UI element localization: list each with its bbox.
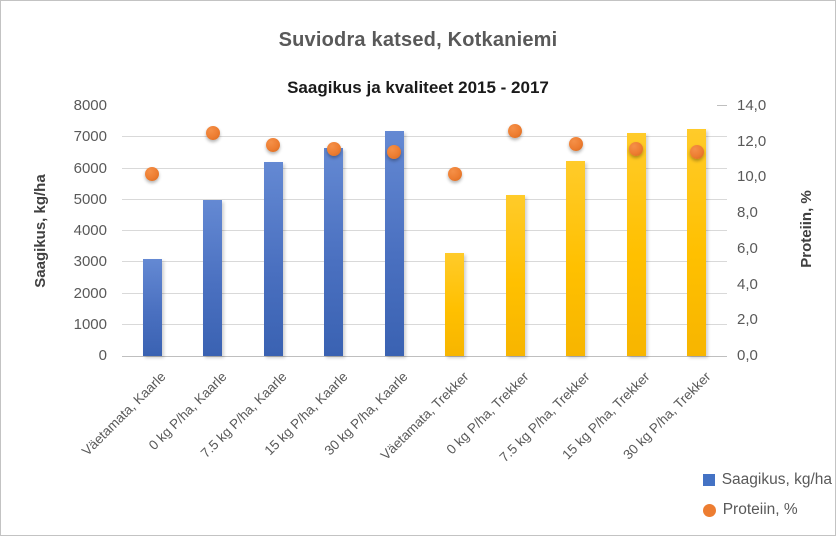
x-axis-label: 15 kg P/ha, Kaarle	[261, 369, 351, 459]
x-axis-label: 7.5 kg P/ha, Trekker	[496, 369, 593, 466]
gridline	[122, 323, 727, 325]
left-axis-tick: 6000	[73, 159, 107, 177]
gridline	[122, 167, 727, 169]
legend-label-proteiin: Proteiin, %	[722, 501, 798, 518]
right-axis-tick: 0,0	[737, 347, 758, 364]
gridline	[122, 292, 727, 294]
bar-saagikus	[263, 162, 283, 356]
point-proteiin	[387, 145, 402, 160]
right-axis-tick: 2,0	[737, 311, 758, 329]
left-axis-tick: 2000	[73, 284, 107, 302]
x-axis-label: Väetamata, Kaarle	[79, 369, 169, 459]
gridline	[122, 230, 727, 231]
gridline	[122, 261, 727, 263]
right-axis-top-tick	[717, 105, 727, 106]
point-proteiin	[326, 141, 341, 156]
bar-saagikus	[566, 160, 586, 356]
legend-label-saagikus: Saagikus, kg/ha	[721, 471, 832, 488]
gridline	[122, 198, 727, 200]
left-axis-tick: 3000	[73, 253, 107, 271]
right-axis-tick: 6,0	[737, 239, 758, 257]
bar-saagikus	[445, 252, 465, 356]
point-proteiin	[447, 166, 462, 181]
bar-saagikus	[505, 195, 525, 356]
x-axis-label: Väetamata, Trekker	[377, 369, 472, 463]
point-proteiin	[266, 138, 281, 153]
x-axis-label: 30 kg P/ha, Kaarle	[321, 369, 411, 459]
point-proteiin	[205, 125, 220, 140]
right-axis-title: Proteiin, %	[798, 190, 815, 268]
left-axis-tick: 1000	[73, 315, 107, 333]
legend-item-proteiin: Proteiin, %	[702, 501, 798, 519]
legend: Saagikus, kg/ha Proteiin, %	[702, 471, 832, 519]
bar-saagikus	[142, 259, 162, 356]
right-axis-tick: 10,0	[737, 168, 767, 186]
left-axis-tick: 8000	[73, 97, 107, 114]
x-axis-label: 30 kg P/ha, Trekker	[619, 369, 714, 463]
point-proteiin	[145, 166, 160, 181]
bar-saagikus	[203, 199, 223, 356]
gridline	[122, 136, 727, 138]
x-axis-label: 0 kg P/ha, Kaarle	[145, 369, 230, 453]
left-axis-tick: 0	[98, 347, 107, 364]
x-axis-label: 15 kg P/ha, Trekker	[559, 369, 653, 463]
right-axis-tick: 8,0	[737, 204, 758, 222]
right-axis-tick: 14,0	[737, 97, 767, 114]
left-axis-tick: 7000	[73, 128, 107, 146]
legend-item-saagikus: Saagikus, kg/ha	[702, 471, 832, 489]
bar-saagikus	[626, 132, 646, 356]
orange-circle-marker-icon	[702, 503, 716, 517]
chart-subtitle: Saagikus ja kvaliteet 2015 - 2017	[287, 78, 549, 97]
x-axis-label: 0 kg P/ha, Trekker	[443, 369, 532, 458]
bar-saagikus	[384, 131, 404, 356]
chart-title: Suviodra katsed, Kotkaniemi	[278, 29, 558, 51]
point-proteiin	[508, 124, 523, 138]
right-axis-tick: 12,0	[737, 132, 767, 150]
x-axis-label: 7.5 kg P/ha, Kaarle	[198, 369, 290, 461]
plot-area	[122, 105, 727, 357]
bar-saagikus	[687, 129, 707, 356]
left-axis-tick: 5000	[73, 190, 107, 208]
point-proteiin	[689, 145, 704, 160]
point-proteiin	[568, 136, 583, 151]
blue-square-marker-icon	[702, 474, 715, 486]
bar-saagikus	[324, 148, 344, 356]
point-proteiin	[629, 141, 644, 156]
right-axis-tick: 4,0	[737, 275, 758, 293]
left-axis-tick: 4000	[73, 222, 107, 239]
